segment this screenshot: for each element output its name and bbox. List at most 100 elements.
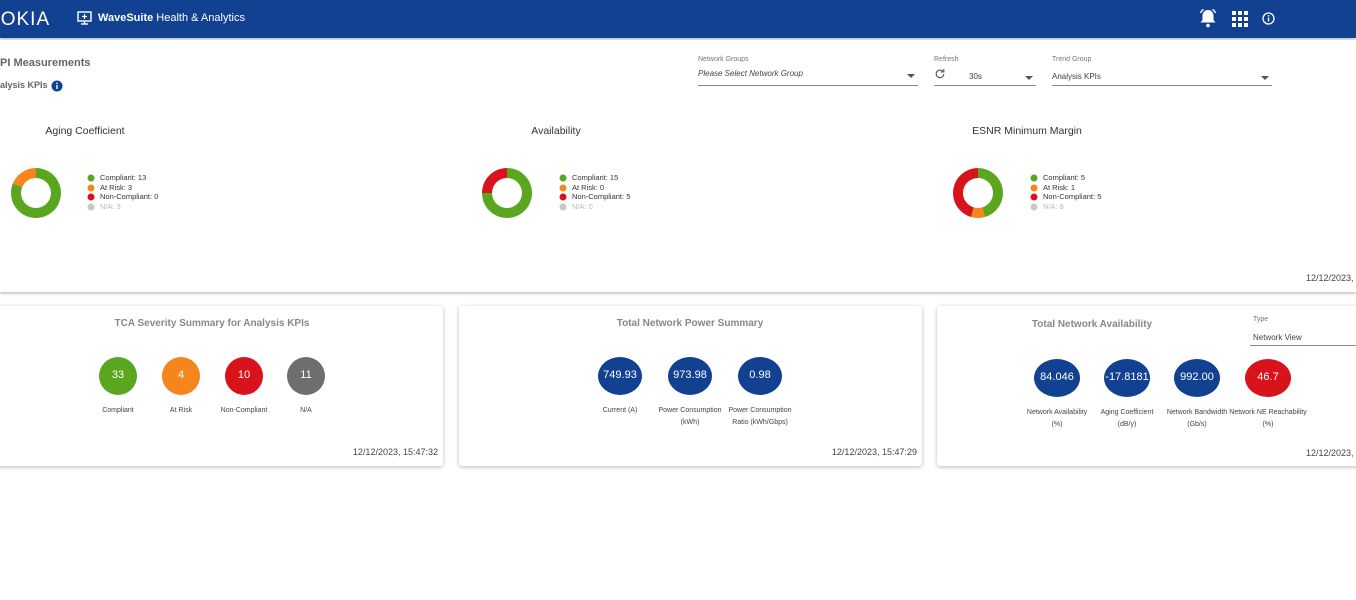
page-title: PI Measurements <box>0 57 91 69</box>
app-name: Health & Analytics <box>156 12 245 24</box>
legend-label: N/A: 8 <box>1043 201 1064 211</box>
badge-value: 992.00 <box>1180 371 1214 383</box>
dropdown-caret <box>1025 76 1033 80</box>
donut-segment <box>970 207 986 218</box>
legend-label: N/A: 3 <box>100 201 121 211</box>
card-timestamp: 12/12/2023, 15:47:29 <box>831 447 917 457</box>
card-title: Total Network Availability <box>1031 319 1153 330</box>
page-subtitle: alysis KPIs <box>0 80 48 90</box>
legend-label: Compliant: 5 <box>1043 173 1086 182</box>
badge-value: 0.98 <box>749 369 771 381</box>
filter-label: Refresh <box>934 56 959 63</box>
legend-swatch <box>87 184 95 191</box>
value-circle <box>1104 359 1150 397</box>
legend-swatch <box>559 193 567 201</box>
refresh-icon[interactable] <box>935 68 945 79</box>
card-title: TCA Severity Summary for Analysis KPIs <box>114 318 310 329</box>
legend-swatch <box>87 193 95 201</box>
info-icon-bar <box>56 85 58 89</box>
filter-dropdown[interactable]: Please Select Network Group <box>698 64 918 86</box>
donut-segment <box>953 168 978 217</box>
badge-label: Power Consumption <box>728 407 792 414</box>
value-badge <box>225 357 263 395</box>
legend-label: Non-Compliant: 0 <box>100 192 159 201</box>
badge-label: Non-Compliant <box>220 407 268 414</box>
legend-dot <box>87 193 95 201</box>
filter-dropdown[interactable]: 30s <box>934 64 1036 86</box>
value-circle <box>738 357 782 395</box>
legend-swatch <box>1030 193 1038 201</box>
badge-label: (Gb/s) <box>1187 421 1207 428</box>
chart-title: ESNR Minimum Margin <box>972 125 1082 137</box>
legend-label: Non-Compliant: 5 <box>1043 192 1102 201</box>
legend-dot <box>87 174 95 182</box>
filter-label: Trend Group <box>1052 56 1092 63</box>
type-value: Network View <box>1253 333 1302 342</box>
badge-value: -17.8181 <box>1105 371 1149 383</box>
donut-segment <box>482 168 532 218</box>
chart-title: Availability <box>531 125 581 137</box>
badge-label: At Risk <box>169 407 193 414</box>
value-badge <box>287 357 325 395</box>
donut-chart <box>953 168 1003 218</box>
info-icon-dot <box>56 82 58 85</box>
value-badge <box>1034 359 1080 397</box>
legend-swatch <box>559 203 567 210</box>
app-icon <box>77 11 92 25</box>
legend-label: Compliant: 13 <box>100 173 147 182</box>
legend-swatch <box>1030 203 1038 210</box>
legend-label: At Risk: 1 <box>1043 182 1076 192</box>
badge-label: (%) <box>1051 421 1063 428</box>
badge-label: Compliant <box>102 407 134 414</box>
dropdown-underline <box>698 85 918 86</box>
value-circle <box>668 357 712 395</box>
badge-value: 84.046 <box>1040 371 1074 383</box>
badge-label: Network Availability <box>1026 409 1088 416</box>
donut-chart <box>482 168 532 218</box>
legend-label: N/A: 0 <box>572 201 593 211</box>
value-badge <box>1245 359 1291 397</box>
legend-dot <box>559 174 567 182</box>
legend-label: Compliant: 15 <box>572 173 619 182</box>
value-circle <box>598 357 642 395</box>
badge-value: 10 <box>237 369 251 381</box>
legend-dot <box>1030 193 1038 201</box>
legend-dot <box>1030 184 1038 191</box>
value-circle <box>1034 359 1080 397</box>
type-dropdown[interactable]: Network View <box>1250 328 1356 346</box>
info-icon[interactable] <box>1262 12 1275 25</box>
apps-icon[interactable] <box>1232 11 1248 27</box>
badge-value: 973.98 <box>673 369 707 381</box>
badge-label: Current (A) <box>602 407 638 414</box>
value-badge <box>1174 359 1220 397</box>
kpi-panel <box>0 40 1356 292</box>
value-badge <box>162 357 200 395</box>
dropdown-caret <box>907 74 915 78</box>
dropdown-underline <box>934 85 1036 86</box>
chart-title: Aging Coefficient <box>45 125 125 137</box>
legend-dot <box>559 203 567 210</box>
legend-label: At Risk: 3 <box>100 182 133 192</box>
legend-swatch <box>1030 174 1038 182</box>
value-circle <box>99 357 137 395</box>
badge-label: Network Bandwidth <box>1166 409 1228 416</box>
info-icon[interactable] <box>51 80 63 92</box>
donut-segment <box>482 168 507 193</box>
notifications-icon[interactable] <box>1198 8 1218 28</box>
legend-swatch <box>87 203 95 210</box>
value-badge <box>598 357 642 395</box>
filter-value: Please Select Network Group <box>698 69 803 78</box>
card-timestamp: 12/12/2023, <box>1306 448 1354 458</box>
legend-dot <box>559 193 567 201</box>
filter-value: 30s <box>969 72 982 81</box>
legend-dot <box>1030 174 1038 182</box>
filter-dropdown[interactable]: Analysis KPIs <box>1052 64 1272 86</box>
value-circle <box>162 357 200 395</box>
refresh-arrow <box>940 69 945 73</box>
legend-dot <box>87 184 95 191</box>
type-label: Type <box>1253 316 1269 323</box>
legend-label: At Risk: 0 <box>572 182 605 192</box>
donut-segment <box>10 168 61 218</box>
filter-label: Network Groups <box>698 56 749 63</box>
